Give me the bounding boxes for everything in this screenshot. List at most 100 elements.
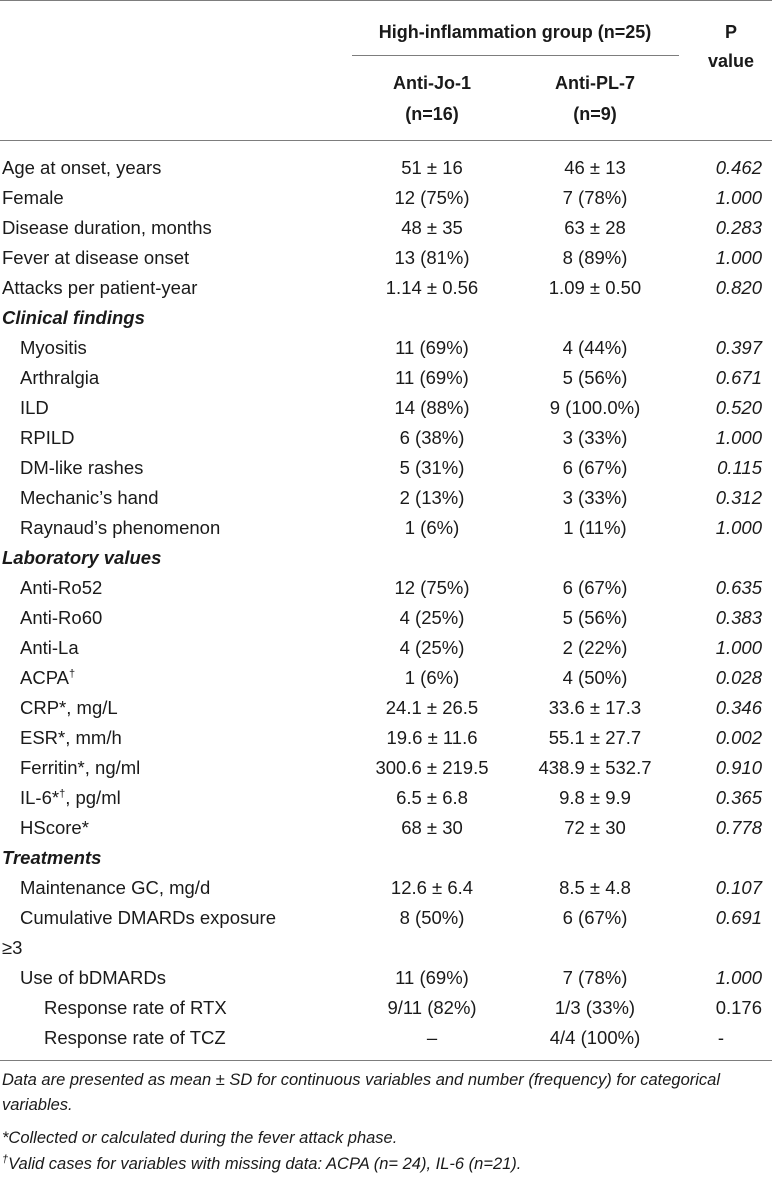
anti-jo1-value: 12 (75%): [394, 187, 470, 208]
anti-jo1-value: 12 (75%): [394, 577, 470, 598]
p-value: 0.383: [715, 607, 762, 628]
pvalue-header-line1: P: [724, 22, 737, 42]
anti-jo1-value: 11 (69%): [395, 967, 469, 988]
row-label: Myositis: [20, 337, 87, 358]
table-row: Raynaud’s phenomenon 1 (6%) 1 (11%) 1.00…: [0, 513, 772, 543]
anti-pl7-value: 5 (56%): [562, 607, 628, 628]
col-a-header-line1: Anti-Jo-1: [393, 73, 471, 93]
p-value: 0.462: [715, 157, 762, 178]
row-label: Fever at disease onset: [2, 247, 190, 268]
anti-pl7-value: 6 (67%): [562, 577, 628, 598]
p-value: 0.115: [717, 457, 762, 478]
p-value: 1.000: [715, 427, 762, 448]
table-row: Use of bDMARDs 11 (69%) 7 (78%) 1.000: [0, 963, 772, 993]
group-underline: [352, 55, 679, 56]
row-label: Attacks per patient-year: [2, 277, 198, 298]
p-value: 0.820: [715, 277, 762, 298]
anti-jo1-value: 9/11 (82%): [387, 997, 477, 1018]
p-value: 0.691: [715, 907, 762, 928]
table-row: Anti-Ro52 12 (75%) 6 (67%) 0.635: [0, 573, 772, 603]
anti-pl7-value: 2 (22%): [562, 637, 628, 658]
row-label: Anti-La: [20, 637, 79, 658]
table-row: CRP*, mg/L 24.1 ± 26.5 33.6 ± 17.3 0.346: [0, 693, 772, 723]
anti-pl7-value: 63 ± 28: [564, 217, 626, 238]
p-value: 0.028: [715, 667, 762, 688]
anti-pl7-value: 6 (67%): [562, 907, 628, 928]
p-value: 0.002: [715, 727, 762, 748]
anti-pl7-value: 9 (100.0%): [549, 397, 641, 418]
table-row: ACPA† 1 (6%) 4 (50%) 0.028: [0, 663, 772, 693]
table-row: Mechanic’s hand 2 (13%) 3 (33%) 0.312: [0, 483, 772, 513]
table-row: Anti-Ro60 4 (25%) 5 (56%) 0.383: [0, 603, 772, 633]
row-label-suffix: , pg/ml: [65, 787, 121, 808]
dagger-mark: †: [69, 667, 76, 680]
row-label: ILD: [20, 397, 49, 418]
anti-pl7-value: 55.1 ± 27.7: [548, 727, 642, 748]
table-row: Age at onset, years 51 ± 16 46 ± 13 0.46…: [0, 153, 772, 183]
anti-jo1-value: 8 (50%): [399, 907, 465, 928]
col-b-header-line2: (n=9): [573, 104, 617, 124]
anti-jo1-value: 5 (31%): [399, 457, 465, 478]
anti-jo1-value: 48 ± 35: [401, 217, 463, 238]
dagger-mark: †: [2, 1153, 9, 1166]
row-label: Maintenance GC, mg/d: [20, 877, 211, 898]
anti-jo1-value: –: [426, 1027, 438, 1048]
row-label: Disease duration, months: [2, 217, 212, 238]
anti-pl7-value: 9.8 ± 9.9: [559, 787, 631, 808]
anti-jo1-value: 6 (38%): [399, 427, 465, 448]
p-value: 0.365: [715, 787, 762, 808]
anti-pl7-value: 3 (33%): [562, 427, 628, 448]
table-row: Response rate of TCZ – 4/4 (100%) -: [0, 1023, 772, 1053]
row-label: ESR*, mm/h: [20, 727, 122, 748]
p-value: 1.000: [715, 637, 762, 658]
anti-jo1-value: 2 (13%): [399, 487, 465, 508]
table-row: Cumulative DMARDs exposure 8 (50%) 6 (67…: [0, 903, 772, 933]
anti-pl7-value: 8.5 ± 4.8: [559, 877, 631, 898]
section-row: Clinical findings: [0, 303, 772, 333]
row-label: Mechanic’s hand: [20, 487, 159, 508]
row-label: Response rate of RTX: [44, 997, 227, 1018]
anti-pl7-value: 6 (67%): [562, 457, 628, 478]
bottom-rule: [0, 1060, 772, 1061]
p-value: 1.000: [715, 967, 762, 988]
pvalue-header-line2: value: [707, 51, 755, 71]
row-label: IL-6*†, pg/ml: [20, 783, 121, 813]
p-value: -: [717, 1027, 725, 1048]
anti-pl7-value: 438.9 ± 532.7: [538, 757, 652, 778]
table-row: Ferritin*, ng/ml 300.6 ± 219.5 438.9 ± 5…: [0, 753, 772, 783]
anti-jo1-value: 24.1 ± 26.5: [385, 697, 479, 718]
anti-jo1-value: 1 (6%): [404, 667, 460, 688]
table-row: Response rate of RTX 9/11 (82%) 1/3 (33%…: [0, 993, 772, 1023]
row-label: Response rate of TCZ: [44, 1027, 226, 1048]
anti-pl7-value: 3 (33%): [562, 487, 628, 508]
section-row: Laboratory values: [0, 543, 772, 573]
anti-pl7-value: 4/4 (100%): [549, 1027, 641, 1048]
row-label: Cumulative DMARDs exposure: [20, 907, 277, 928]
anti-pl7-value: 7 (78%): [562, 967, 628, 988]
col-b-header-line1: Anti-PL-7: [555, 73, 635, 93]
row-label-continuation: ≥3: [2, 937, 23, 958]
col-a-header-line2: (n=16): [405, 104, 459, 124]
row-label: RPILD: [20, 427, 75, 448]
anti-pl7-value: 7 (78%): [562, 187, 628, 208]
table-row: HScore* 68 ± 30 72 ± 30 0.778: [0, 813, 772, 843]
table-row: Fever at disease onset 13 (81%) 8 (89%) …: [0, 243, 772, 273]
table-row: Maintenance GC, mg/d 12.6 ± 6.4 8.5 ± 4.…: [0, 873, 772, 903]
row-label: Arthralgia: [20, 367, 100, 388]
dagger-mark: †: [59, 787, 66, 800]
anti-jo1-value: 51 ± 16: [401, 157, 463, 178]
anti-jo1-value: 19.6 ± 11.6: [386, 727, 478, 748]
anti-jo1-value: 11 (69%): [395, 337, 469, 358]
table-row: ≥3: [0, 933, 772, 963]
p-value: 0.346: [715, 697, 762, 718]
p-value: 0.283: [715, 217, 762, 238]
anti-jo1-value: 1 (6%): [404, 517, 460, 538]
row-label: Female: [2, 187, 64, 208]
row-label: DM-like rashes: [20, 457, 144, 478]
p-value: 0.107: [715, 877, 762, 898]
row-label: Age at onset, years: [2, 157, 162, 178]
anti-pl7-value: 8 (89%): [562, 247, 628, 268]
row-label: CRP*, mg/L: [20, 697, 118, 718]
row-label: Anti-Ro52: [20, 577, 103, 598]
